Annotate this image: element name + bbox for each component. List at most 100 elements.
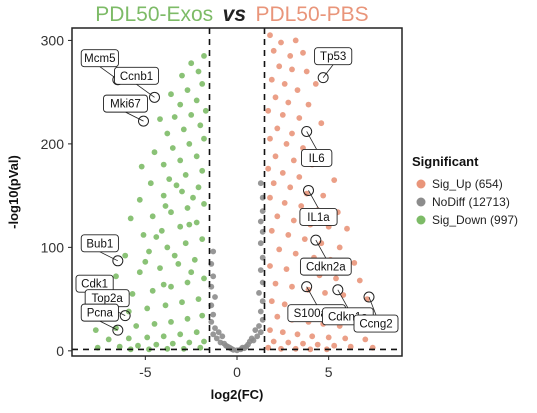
- point-down: [125, 335, 132, 342]
- point-up: [283, 141, 290, 147]
- point-nodiff: [246, 338, 253, 345]
- point-up: [270, 338, 277, 345]
- annotation-leader: [315, 239, 327, 259]
- annotation-highlight: [363, 291, 375, 303]
- point-down: [153, 341, 160, 348]
- point-down: [113, 273, 119, 280]
- annotation-label: Ccnb1: [120, 71, 153, 83]
- point-nodiff: [257, 329, 264, 336]
- point-down: [190, 194, 196, 201]
- point-nodiff: [212, 325, 218, 331]
- point-down: [193, 153, 200, 160]
- point-down: [184, 205, 191, 211]
- point-nodiff: [252, 327, 259, 333]
- annotation-label: Ccng2: [359, 319, 392, 331]
- point-down: [195, 296, 202, 302]
- point-up: [307, 346, 314, 353]
- point-down: [186, 221, 193, 228]
- point-up: [290, 217, 297, 224]
- point-down: [193, 97, 200, 104]
- point-up: [318, 240, 325, 247]
- annotation-leader: [99, 320, 119, 331]
- point-down: [125, 308, 132, 315]
- point-down: [157, 116, 163, 122]
- point-up: [322, 290, 328, 296]
- point-down: [193, 329, 200, 336]
- point-down: [147, 180, 154, 187]
- point-down: [168, 91, 174, 98]
- annotation-label: Mki67: [110, 99, 141, 111]
- point-down: [140, 232, 147, 238]
- point-down: [193, 219, 200, 226]
- point-up: [278, 39, 284, 46]
- annotation-leader: [125, 111, 144, 122]
- annotation-leader: [99, 251, 119, 262]
- annotation-label: Tp53: [320, 51, 346, 63]
- point-down: [127, 215, 134, 222]
- point-up: [285, 339, 292, 346]
- point-up: [281, 301, 288, 308]
- point-up: [267, 32, 273, 39]
- chart-title: PDL50-Exos vs PDL50-PBS: [95, 3, 368, 26]
- point-nodiff: [219, 333, 226, 340]
- point-down: [166, 176, 173, 183]
- point-up: [281, 81, 288, 87]
- point-up: [272, 94, 279, 101]
- legend-label-up: Sig_Up (654): [432, 177, 503, 191]
- point-up: [274, 313, 281, 320]
- annotation-leader: [337, 289, 349, 308]
- x-tick-label: -5: [139, 364, 152, 380]
- point-up: [268, 298, 275, 305]
- x-axis-title: log2(FC): [211, 387, 264, 402]
- point-up: [309, 333, 316, 340]
- point-up: [272, 153, 279, 160]
- point-up: [356, 277, 363, 284]
- point-up: [351, 260, 358, 266]
- point-down: [149, 213, 156, 220]
- legend-label-nodiff: NoDiff (12713): [432, 195, 510, 209]
- point-up: [279, 170, 286, 176]
- point-down: [160, 192, 167, 199]
- point-down: [105, 336, 112, 343]
- point-up: [281, 200, 288, 206]
- point-up: [276, 246, 283, 253]
- point-nodiff: [256, 323, 262, 329]
- point-up: [272, 280, 279, 287]
- point-up: [312, 81, 319, 87]
- point-up: [294, 87, 301, 93]
- y-axis-title: -log10(pVal): [6, 155, 21, 229]
- point-nodiff: [212, 294, 218, 300]
- point-up: [276, 63, 283, 70]
- point-up: [270, 180, 277, 187]
- point-down: [92, 327, 99, 333]
- annotation-label: Cdk1: [81, 279, 108, 291]
- plot-area: Mcm5 Ccnb1 Mki67 Bub1 Cdk1 Top2a Pcna Tp53 IL6 IL…: [72, 28, 402, 356]
- annotation-box: [301, 149, 333, 167]
- legend-swatch-nodiff: [416, 197, 426, 207]
- annotation-highlight: [310, 234, 322, 246]
- point-down: [135, 342, 141, 349]
- point-nodiff: [254, 333, 261, 340]
- point-up: [294, 331, 301, 338]
- point-up: [265, 165, 272, 172]
- point-up: [289, 130, 295, 137]
- annotation-label: Top2a: [91, 293, 123, 305]
- gene-annotations: Mcm5 Ccnb1 Mki67 Bub1 Cdk1 Top2a Pcna Tp53 IL6 IL…: [75, 47, 399, 336]
- point-down: [186, 339, 193, 346]
- point-nodiff: [210, 273, 217, 280]
- point-down: [164, 130, 171, 137]
- point-down: [169, 340, 176, 347]
- annotation-label: Pcna: [87, 308, 114, 320]
- point-down: [179, 299, 185, 306]
- point-down: [184, 87, 191, 93]
- annotation-leader: [306, 131, 318, 150]
- annotation-highlight: [138, 115, 149, 127]
- point-up: [362, 336, 369, 343]
- point-up: [320, 192, 327, 199]
- point-down: [153, 234, 160, 240]
- point-down: [202, 107, 209, 114]
- point-down: [199, 312, 206, 319]
- point-down: [177, 157, 184, 164]
- point-up: [268, 227, 275, 234]
- point-down: [195, 184, 202, 191]
